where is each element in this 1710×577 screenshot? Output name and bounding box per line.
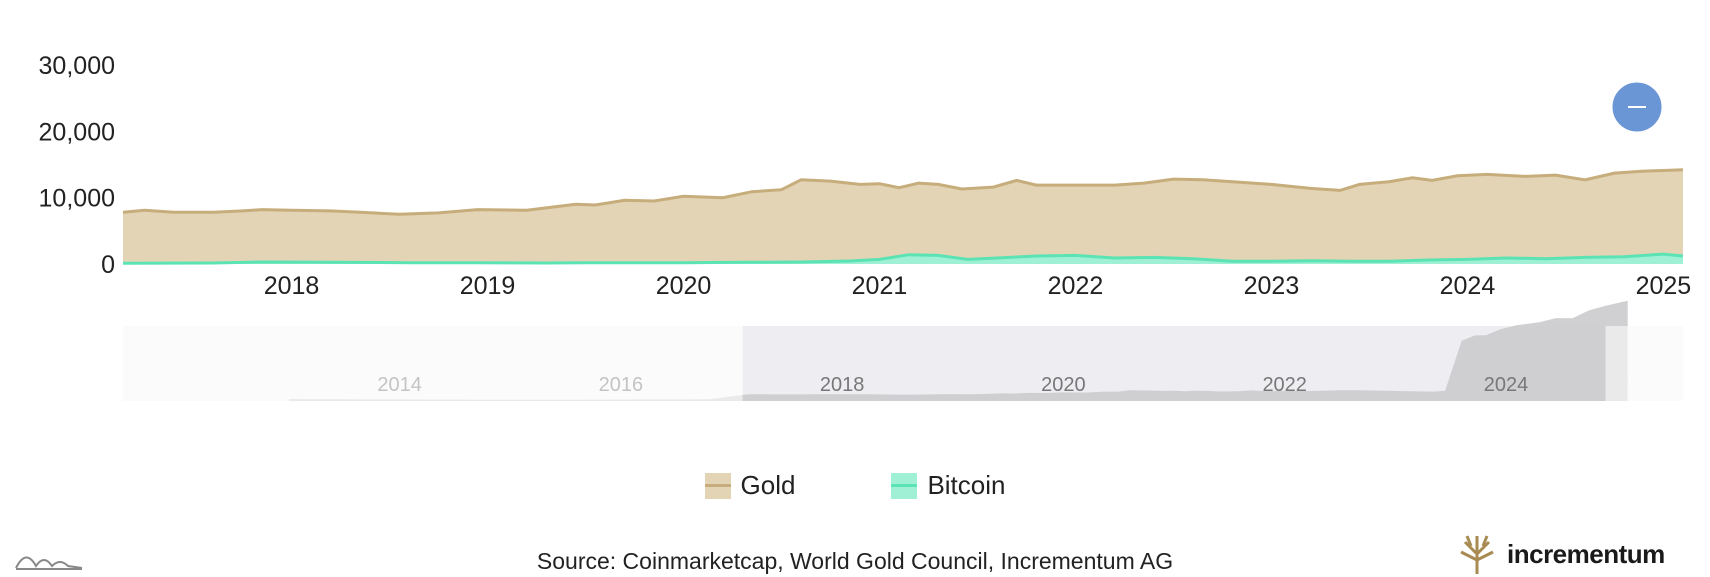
y-axis: 0 10,000 20,000 30,000	[39, 52, 115, 279]
navigator-series-area	[288, 300, 1628, 401]
navigator-tick-label: 2022	[1262, 374, 1307, 396]
chart-credits-icon[interactable]	[14, 548, 84, 572]
x-tick-label: 2023	[1244, 272, 1300, 300]
y-tick-label: 30,000	[39, 52, 115, 80]
navigator-tick-label: 2016	[599, 374, 644, 396]
series-gold-area[interactable]	[123, 169, 1683, 264]
x-tick-label: 2021	[852, 272, 908, 300]
source-caption: Source: Coinmarketcap, World Gold Counci…	[536, 548, 1174, 574]
x-tick-label: 2018	[264, 272, 320, 300]
tree-logo-icon	[1455, 532, 1499, 576]
legend-label-bitcoin: Bitcoin	[927, 470, 1006, 500]
navigator-mask-right	[1605, 326, 1683, 401]
brand-logo: incrementum	[1455, 532, 1665, 576]
navigator-tick-label: 2020	[1041, 374, 1086, 396]
brand-name: incrementum	[1507, 538, 1665, 569]
x-axis: 2018 2019 2020 2021 2022 2023 2024 2025	[264, 272, 1691, 300]
series-gold-line	[122, 168, 1684, 216]
legend: Gold Bitcoin	[0, 470, 1710, 501]
y-tick-label: 20,000	[39, 118, 115, 146]
x-tick-label: 2019	[460, 272, 516, 300]
x-tick-label: 2020	[656, 272, 712, 300]
y-tick-label: 10,000	[39, 185, 115, 213]
navigator-mask-left	[123, 326, 743, 401]
range-navigator[interactable]: 2014 2016 2018 2020 2022 2024	[123, 300, 1683, 401]
gold-swatch-icon	[704, 472, 731, 499]
y-tick-label: 0	[101, 251, 115, 279]
plot-area[interactable]	[122, 168, 1684, 265]
legend-item-bitcoin[interactable]: Bitcoin	[891, 470, 1005, 501]
legend-label-gold: Gold	[740, 470, 796, 500]
series-bitcoin-line	[122, 252, 1684, 265]
navigator-tick-label: 2014	[377, 374, 422, 396]
x-tick-label: 2025	[1636, 272, 1692, 300]
bitcoin-swatch-icon	[891, 472, 918, 499]
navigator-tick-label: 2024	[1484, 374, 1529, 396]
legend-item-gold[interactable]: Gold	[704, 470, 796, 501]
x-tick-label: 2022	[1048, 272, 1104, 300]
x-tick-label: 2024	[1440, 272, 1496, 300]
navigator-tick-label: 2018	[820, 374, 865, 396]
